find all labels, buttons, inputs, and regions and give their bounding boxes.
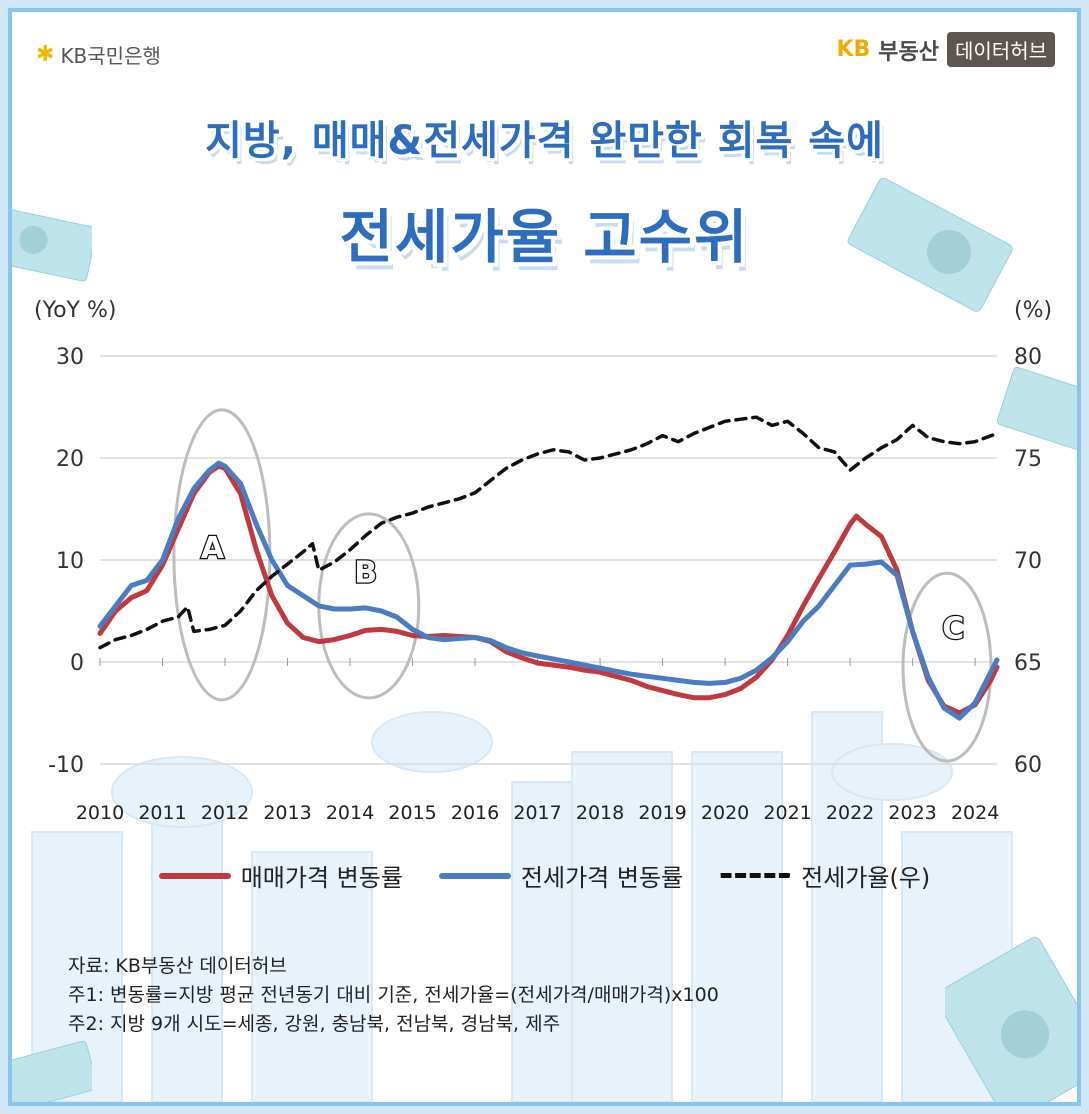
x-axis-ticks: 2010 2011 2012 2013 2014 2015 2016 2017 2018 2019… <box>76 658 999 824</box>
x-tick-label: 2010 <box>76 802 124 824</box>
hub-real-estate-text: 부동산 <box>878 39 939 65</box>
series-line-ratio <box>98 415 999 650</box>
infographic-frame: ✱ KB국민은행 KB 부동산 데이터허브 지방, 매매&전세가격 완만한 회복… <box>8 8 1081 1106</box>
right-tick-label: 75 <box>1014 447 1042 472</box>
right-tick-label: 80 <box>1014 345 1042 370</box>
series-line-jeonse <box>97 460 1000 721</box>
x-tick-label: 2015 <box>388 802 436 824</box>
x-tick-label: 2012 <box>201 802 249 824</box>
left-tick-label: -10 <box>48 753 84 778</box>
title-line-2: 전세가율 고수위 <box>339 203 750 271</box>
annotation-ellipse <box>901 571 993 763</box>
left-tick-label: 10 <box>56 549 84 574</box>
x-tick-label: 2019 <box>638 802 686 824</box>
x-tick-label: 2011 <box>138 802 186 824</box>
left-axis-ticks: 30 20 10 0 -10 <box>48 345 84 778</box>
x-tick-label: 2014 <box>326 802 374 824</box>
left-axis-unit: (YoY %) <box>34 298 116 323</box>
x-tick-label: 2023 <box>888 802 936 824</box>
right-axis-ticks: 80 75 70 65 60 <box>1014 345 1042 778</box>
right-tick-label: 70 <box>1014 549 1042 574</box>
annotation-label: B <box>354 555 377 590</box>
footnote-1: 주1: 변동률=지방 평균 전년동기 대비 기준, 전세가율=(전세가격/매매가… <box>68 984 719 1006</box>
banknote-decoration-bottom-right <box>945 936 1077 1102</box>
legend-label-jeonse: 전세가격 변동률 <box>520 864 684 892</box>
legend-item-sale: 매매가격 변동률 <box>158 858 403 893</box>
gridlines <box>100 355 997 765</box>
annotation-label: C <box>942 612 964 647</box>
left-tick-label: 30 <box>56 345 84 370</box>
x-tick-label: 2020 <box>701 802 749 824</box>
kb-star-icon: ✱ <box>36 42 55 67</box>
series-line-sale <box>97 463 1000 716</box>
title-line-1: 지방, 매매&전세가격 완만한 회복 속에 <box>205 118 884 164</box>
x-tick-label: 2013 <box>263 802 311 824</box>
hub-badge: 데이터허브 <box>947 32 1055 67</box>
banknote-decoration-right <box>847 177 1013 312</box>
legend-label-ratio: 전세가율(우) <box>801 864 931 892</box>
annotations: A B C <box>172 408 993 763</box>
legend-swatch-ratio <box>719 873 792 878</box>
footnote-2: 주2: 지방 9개 시도=세종, 강원, 충남북, 전남북, 경남북, 제주 <box>68 1013 561 1035</box>
annotation-ellipse <box>317 512 421 700</box>
hub-kb-text: KB <box>836 37 871 62</box>
legend-label-sale: 매매가격 변동률 <box>240 864 403 892</box>
legend-swatch-sale <box>158 872 231 879</box>
right-tick-label: 60 <box>1014 753 1042 778</box>
kb-real-estate-hub-logo: KB 부동산 데이터허브 <box>836 32 1055 67</box>
banknote-decoration-left <box>12 207 92 282</box>
annotation-label: A <box>201 531 225 566</box>
source-note: 자료: KB부동산 데이터허브 <box>68 955 287 977</box>
legend-item-ratio: 전세가율(우) <box>719 858 930 893</box>
x-tick-label: 2022 <box>826 802 874 824</box>
footnotes: 자료: KB부동산 데이터허브 주1: 변동률=지방 평균 전년동기 대비 기준… <box>68 952 719 1039</box>
x-tick-label: 2017 <box>513 802 561 824</box>
legend-swatch-jeonse <box>438 872 511 879</box>
left-tick-label: 20 <box>56 447 84 472</box>
left-tick-label: 0 <box>70 651 84 676</box>
x-tick-label: 2024 <box>951 802 999 824</box>
kb-bank-logo: ✱ KB국민은행 <box>36 40 161 69</box>
bank-logo-text: KB국민은행 <box>60 44 161 68</box>
series-lines <box>97 415 1000 721</box>
right-tick-label: 65 <box>1014 651 1042 676</box>
right-axis-unit: (%) <box>1014 298 1052 323</box>
x-tick-label: 2021 <box>763 802 811 824</box>
banknote-decoration-right-edge <box>997 366 1077 454</box>
banknote-decoration-bottom-left <box>12 1040 92 1102</box>
legend: 매매가격 변동률 전세가격 변동률 전세가율(우) <box>12 858 1077 893</box>
x-tick-label: 2018 <box>576 802 624 824</box>
legend-item-jeonse: 전세가격 변동률 <box>438 858 684 893</box>
x-tick-label: 2016 <box>451 802 499 824</box>
